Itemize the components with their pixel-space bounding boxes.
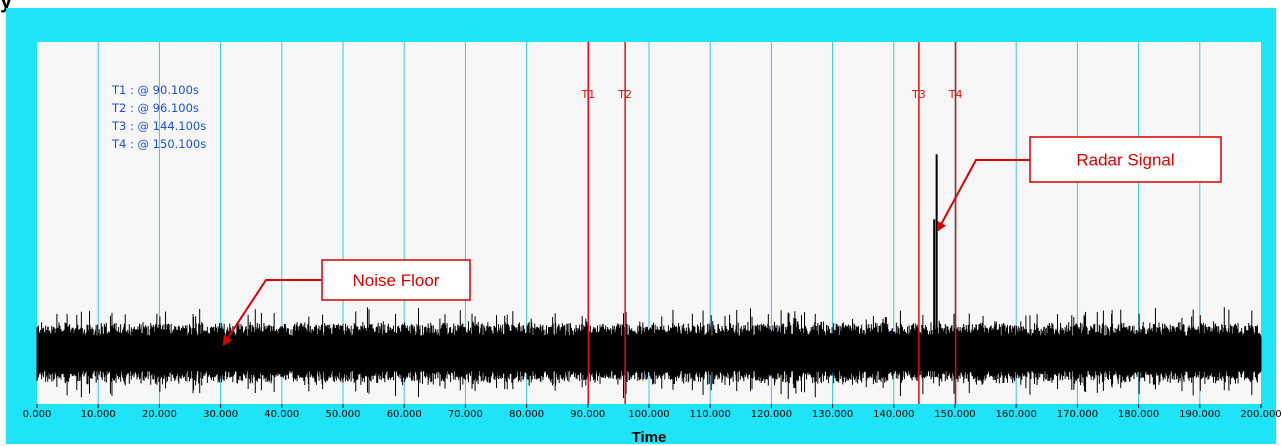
- x-tick-label: 160.000: [996, 409, 1037, 420]
- x-tick-label: 200.000: [1240, 409, 1281, 420]
- x-tick-label: 40.000: [264, 409, 299, 420]
- x-tick-label: 190.000: [1179, 409, 1220, 420]
- x-tick-label: 140.000: [873, 409, 914, 420]
- x-tick-label: 170.000: [1057, 409, 1098, 420]
- noise-core: [37, 335, 1261, 372]
- radar-signal-callout-arrow: [936, 159, 1030, 232]
- cursor-label-t4: T4: [948, 88, 963, 101]
- x-tick-label: 10.000: [81, 409, 116, 420]
- x-tick-label: 80.000: [509, 409, 544, 420]
- x-tick-label: 60.000: [387, 409, 422, 420]
- x-tick-label: 50.000: [326, 409, 361, 420]
- cursor-readout-t1: T1 : @ 90.100s: [111, 83, 199, 97]
- cursor-readout-t4: T4 : @ 150.100s: [111, 137, 206, 151]
- annotations: Noise Floor Radar Signal: [222, 136, 1222, 346]
- series-signal: [36, 307, 1262, 399]
- x-axis-label: Time: [632, 429, 667, 446]
- noise-floor-callout-text: Noise Floor: [353, 271, 440, 290]
- x-tick-label: 130.000: [812, 409, 853, 420]
- x-tick-label: 100.000: [628, 409, 669, 420]
- radar-signal-callout-text: Radar Signal: [1076, 151, 1174, 170]
- cursor-label-t3: T3: [911, 88, 926, 101]
- x-tick-label: 90.000: [570, 409, 605, 420]
- x-tick-label: 150.000: [934, 409, 975, 420]
- x-tick-label: 180.000: [1118, 409, 1159, 420]
- x-tick-label: 120.000: [751, 409, 792, 420]
- cursors: T1 T2 T3 T4: [581, 42, 963, 404]
- x-tick-label: 70.000: [448, 409, 483, 420]
- cursor-readout-t3: T3 : @ 144.100s: [111, 119, 206, 133]
- cursor-label-t1: T1: [581, 88, 596, 101]
- cursor-readout-t2: T2 : @ 96.100s: [111, 101, 199, 115]
- cursor-label-t2: T2: [617, 88, 632, 101]
- x-tick-label: 30.000: [203, 409, 238, 420]
- noise-floor-callout-arrow: [222, 279, 322, 346]
- signal-spikes: [787, 154, 938, 354]
- x-tick-label: 0.000: [23, 409, 52, 420]
- x-tick-label: 110.000: [690, 409, 731, 420]
- x-axis-ticks: 0.000 10.000 20.000 30.000 40.000 50.000 60.00…: [23, 404, 1282, 420]
- cursor-readouts: T1 : @ 90.100s T2 : @ 96.100s T3 : @ 144.1…: [111, 83, 206, 151]
- noise-floor-callout-box: [321, 259, 471, 301]
- x-tick-label: 20.000: [142, 409, 177, 420]
